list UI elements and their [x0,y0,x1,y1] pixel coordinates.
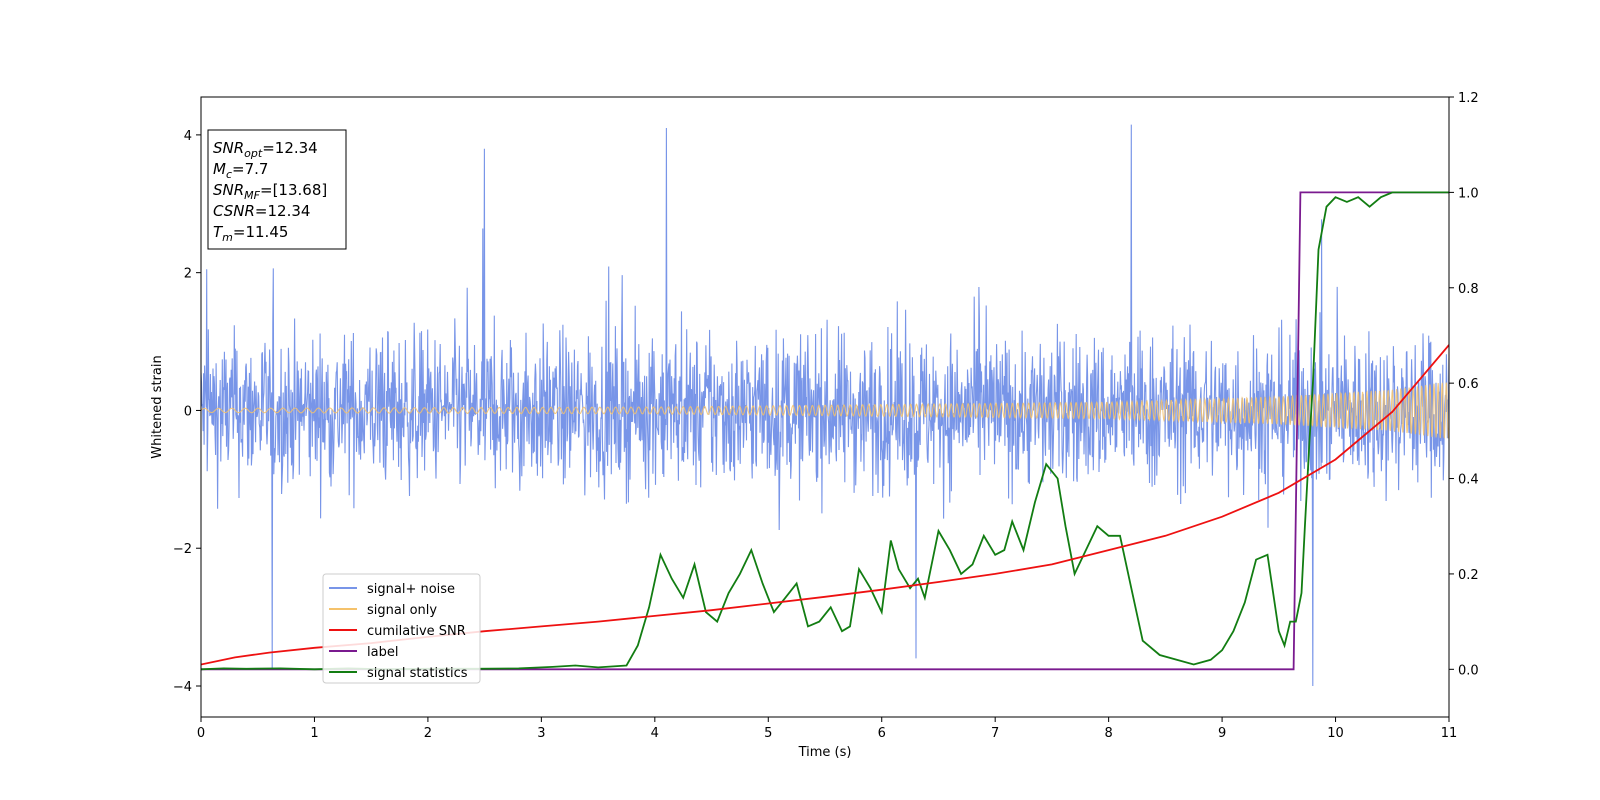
annotation-var: M [213,160,226,178]
legend-label: signal+ noise [367,582,455,597]
series-signal-noise [201,124,1449,687]
y2-tick-label: 0.8 [1458,282,1479,297]
annotation-sub: opt [244,147,263,160]
x-tick-label: 1 [310,726,318,741]
x-tick-label: 11 [1441,726,1458,741]
annotation-sub: m [222,231,233,244]
legend-label: label [367,645,398,660]
annotation-var: CSNR [213,202,255,220]
x-tick-label: 0 [197,726,205,741]
y-axis-label: Whitened strain [150,355,165,458]
series-signal-statistics [201,191,1449,671]
axis-ticks: 0 1 2 3 4 5 6 7 8 9 10 11 −4 −2 0 2 4 0.0 0.2 0.4 0.6 0.8 1.0 1… [173,91,1479,741]
y-tick-label: 2 [184,267,192,282]
x-tick-label: 3 [537,726,545,741]
x-tick-label: 10 [1327,726,1344,741]
plot-frame [200,96,1450,718]
y2-tick-label: 0.6 [1458,377,1479,392]
y2-tick-label: 0.0 [1458,663,1479,678]
x-axis-label: Time (s) [798,745,852,760]
x-tick-label: 9 [1218,726,1226,741]
annotation-value: =7.7 [232,160,268,178]
x-tick-label: 4 [651,726,659,741]
y-tick-label: 4 [184,129,192,144]
annotation-var: T [213,223,224,241]
x-tick-label: 2 [424,726,432,741]
annotation-value: =11.45 [233,223,289,241]
y-tick-label: −2 [173,542,192,557]
legend: signal+ noise signal only cumilative SNR la… [322,573,481,684]
y2-tick-label: 0.2 [1458,568,1479,583]
x-tick-label: 7 [991,726,999,741]
y2-tick-label: 1.0 [1458,186,1479,201]
x-tick-label: 5 [764,726,772,741]
legend-label: cumilative SNR [367,624,466,639]
annotation-sub: MF [244,189,260,202]
legend-label: signal only [367,603,437,618]
y2-tick-label: 0.4 [1458,473,1479,488]
series-label [201,191,1449,671]
y-tick-label: 0 [184,404,192,419]
annotation-var: SNR [213,181,244,199]
y-tick-label: −4 [173,680,192,695]
annotation-value: =12.34 [262,139,318,157]
annotation-sub: c [226,168,232,181]
x-tick-label: 6 [878,726,886,741]
annotation-value: =[13.68] [260,181,327,199]
annotation-box: SNRopt=12.34 Mc=7.7 SNRMF=[13.68] CSNR=12.3… [207,129,347,250]
legend-label: signal statistics [367,666,468,681]
annotation-value: =12.34 [255,202,311,220]
x-tick-label: 8 [1104,726,1112,741]
series-signal-only [201,382,1449,440]
y2-tick-label: 1.2 [1458,91,1479,106]
annotation-var: SNR [213,139,244,157]
